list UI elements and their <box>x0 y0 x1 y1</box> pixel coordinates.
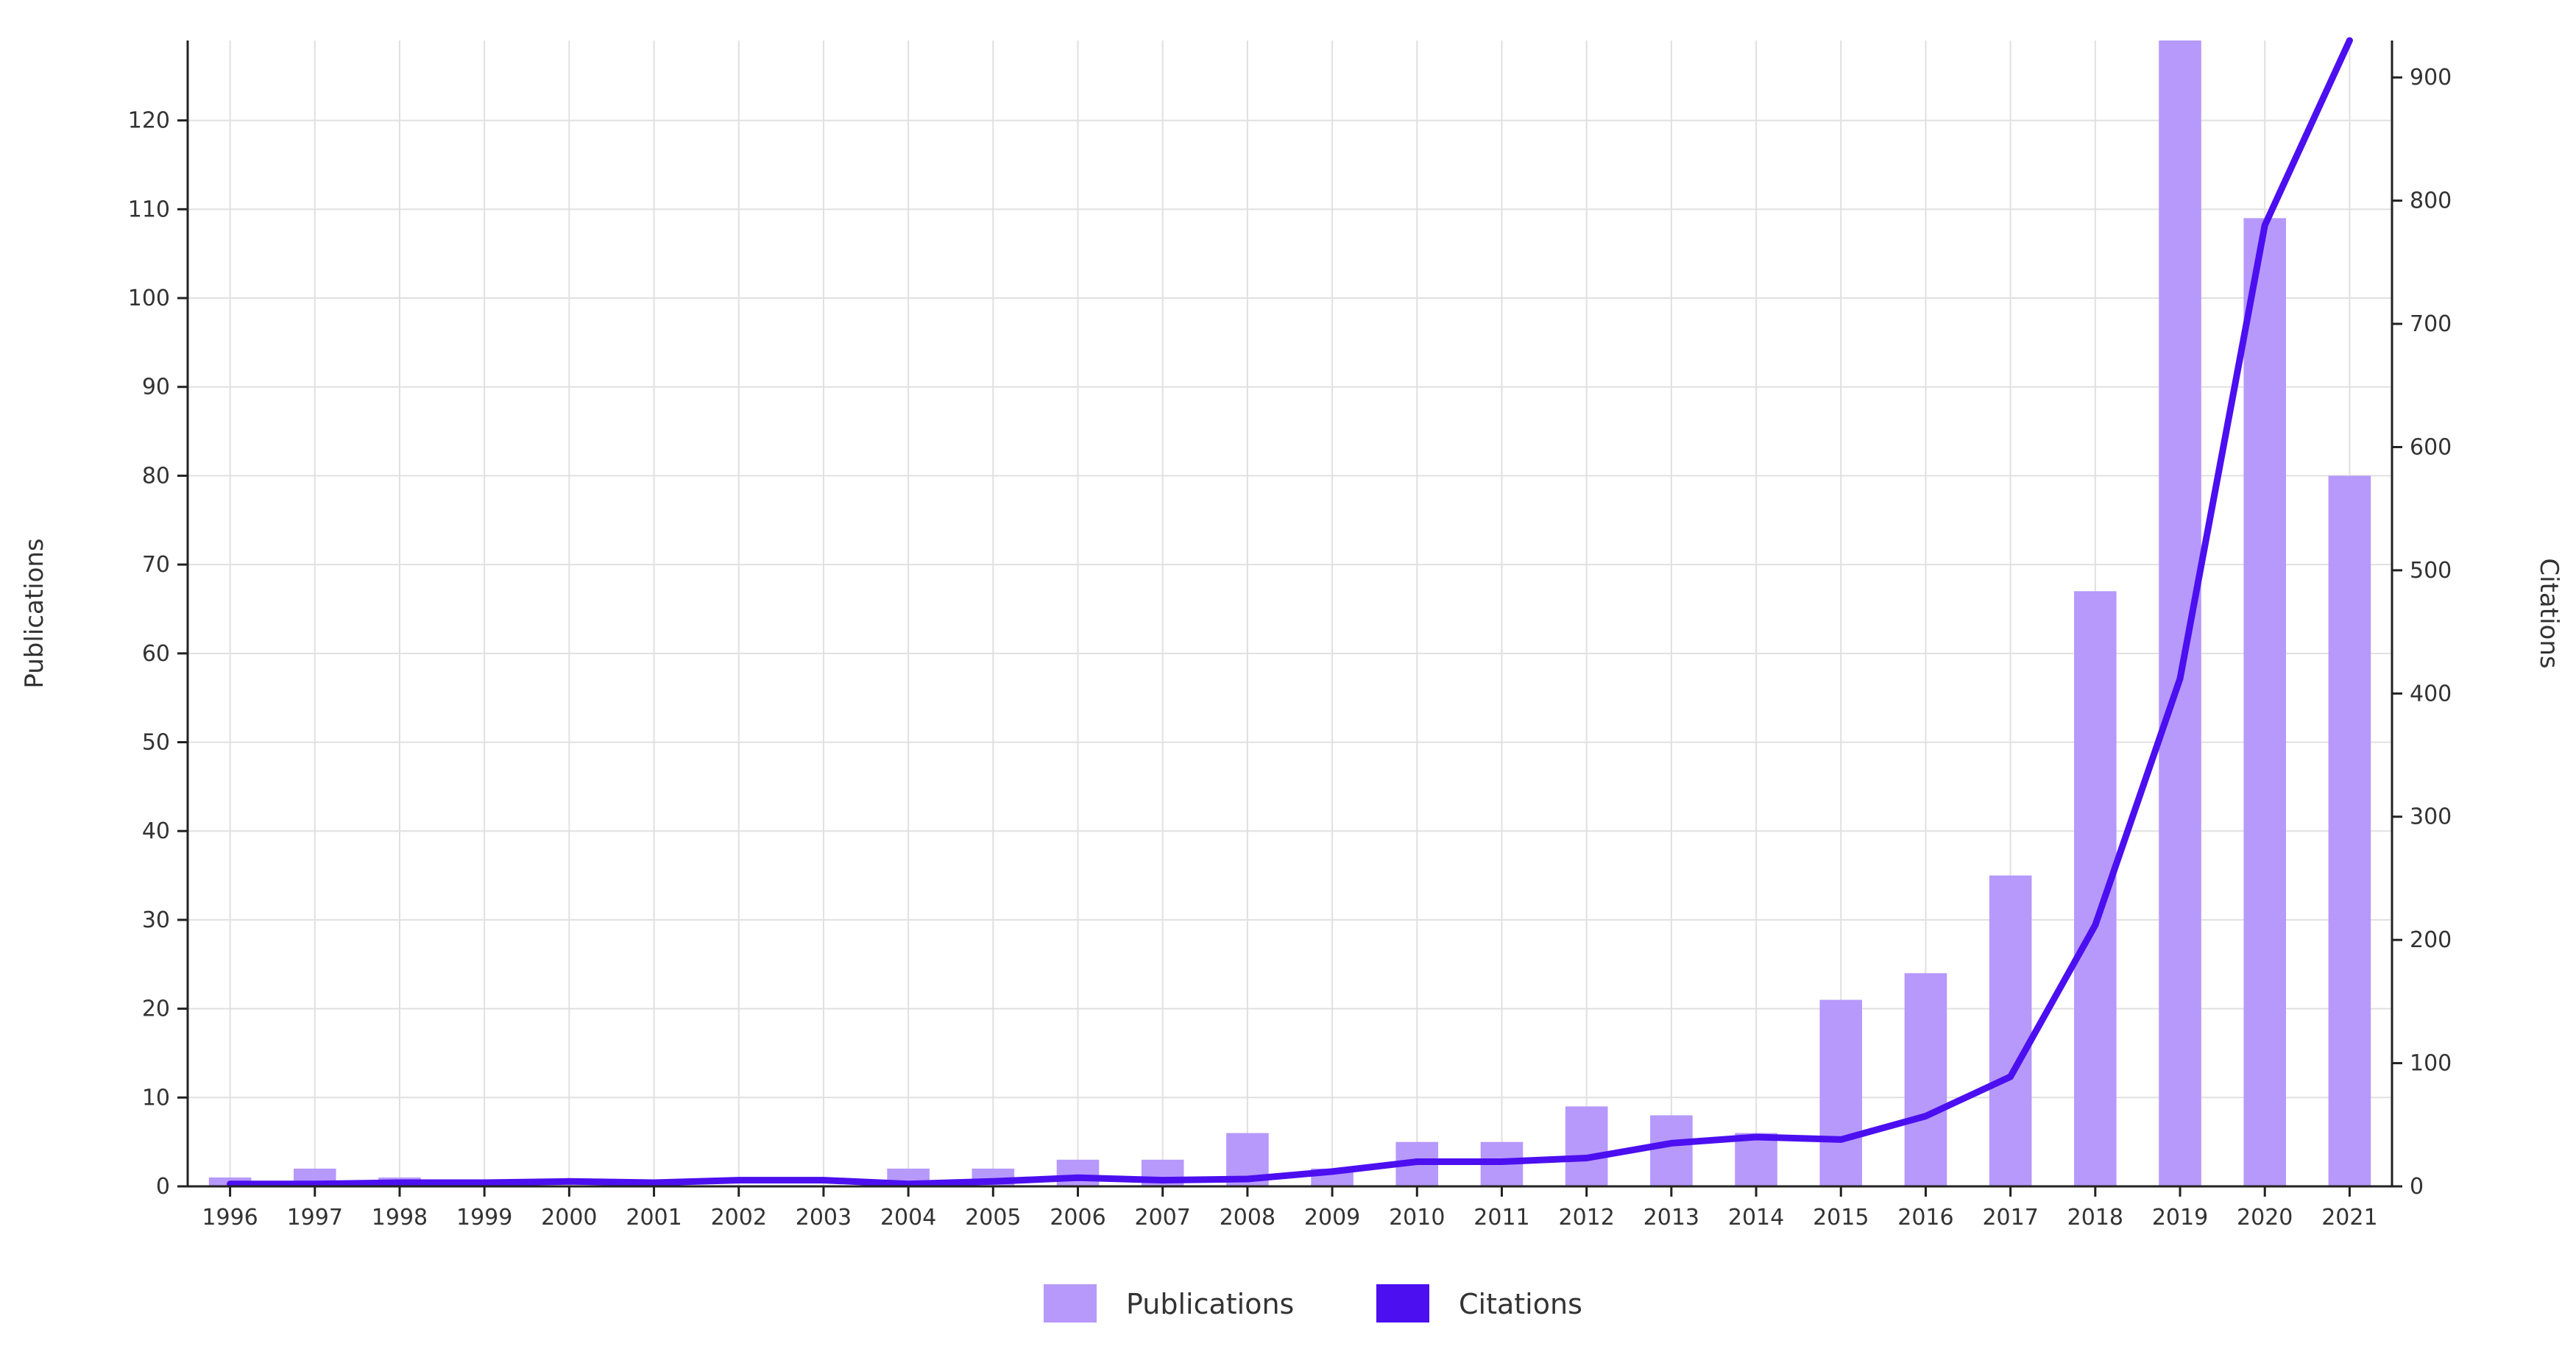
y-left-tick-30: 30 <box>142 907 170 933</box>
y-right-tick-800: 800 <box>2410 188 2452 214</box>
bar-2021 <box>2328 475 2371 1186</box>
bar-2006 <box>1056 1159 1100 1186</box>
x-tick-2010: 2010 <box>1389 1205 1445 1231</box>
x-tick-2013: 2013 <box>1643 1205 1699 1231</box>
x-tick-2016: 2016 <box>1897 1205 1953 1231</box>
x-tick-2009: 2009 <box>1304 1205 1360 1231</box>
y-left-tick-50: 50 <box>142 730 170 756</box>
x-tick-2012: 2012 <box>1558 1205 1614 1231</box>
x-tick-1996: 1996 <box>202 1205 258 1231</box>
bar-2015 <box>1819 999 1863 1186</box>
y-axis-left-title: Publications <box>20 538 49 688</box>
bar-2013 <box>1650 1115 1693 1186</box>
x-tick-1997: 1997 <box>287 1205 343 1231</box>
bar-2012 <box>1565 1106 1608 1186</box>
x-tick-2008: 2008 <box>1220 1205 1275 1231</box>
y-left-tick-20: 20 <box>142 996 170 1022</box>
y-right-tick-300: 300 <box>2410 804 2452 830</box>
x-tick-2006: 2006 <box>1050 1205 1105 1231</box>
x-tick-2005: 2005 <box>965 1205 1021 1231</box>
x-tick-2019: 2019 <box>2152 1205 2208 1231</box>
y-left-tick-100: 100 <box>128 286 170 311</box>
y-right-tick-900: 900 <box>2410 65 2452 91</box>
y-right-tick-200: 200 <box>2410 927 2452 953</box>
publications-bars <box>208 40 2371 1186</box>
x-tick-1999: 1999 <box>456 1205 512 1231</box>
legend-swatch-citations <box>1376 1284 1429 1323</box>
y-right-tick-400: 400 <box>2410 681 2452 707</box>
y-right-tick-100: 100 <box>2410 1051 2452 1077</box>
y-right-tick-500: 500 <box>2410 558 2452 584</box>
bar-2017 <box>1989 875 2032 1186</box>
x-tick-2020: 2020 <box>2237 1205 2293 1231</box>
y-left-tick-70: 70 <box>142 552 170 578</box>
x-tick-2018: 2018 <box>2067 1205 2123 1231</box>
y-left-tick-10: 10 <box>142 1085 170 1111</box>
y-left-tick-60: 60 <box>142 641 170 667</box>
bar-2020 <box>2243 218 2287 1186</box>
legend-label-citations: Citations <box>1459 1288 1582 1320</box>
y-left-tick-90: 90 <box>142 375 170 400</box>
x-tick-2021: 2021 <box>2321 1205 2377 1231</box>
y-axis-right-title: Citations <box>2534 558 2563 668</box>
bar-2016 <box>1904 973 1947 1186</box>
legend-label-publications: Publications <box>1126 1288 1294 1320</box>
x-tick-2002: 2002 <box>711 1205 767 1231</box>
grid <box>188 40 2392 1187</box>
x-tick-2001: 2001 <box>626 1205 682 1231</box>
x-tick-2014: 2014 <box>1728 1205 1784 1231</box>
x-tick-2003: 2003 <box>796 1205 852 1231</box>
x-tick-2015: 2015 <box>1813 1205 1869 1231</box>
y-right-tick-700: 700 <box>2410 311 2452 337</box>
x-tick-2007: 2007 <box>1135 1205 1191 1231</box>
y-right-tick-0: 0 <box>2410 1174 2424 1200</box>
x-tick-2004: 2004 <box>880 1205 936 1231</box>
legend: Publications Citations <box>1044 1284 1582 1323</box>
x-tick-1998: 1998 <box>372 1205 428 1231</box>
tick-labels: 0 10 20 30 40 50 60 70 80 90 100 110 120 0 100 200 300 40… <box>128 65 2452 1231</box>
citations-line <box>227 37 2353 1188</box>
legend-swatch-publications <box>1044 1284 1097 1323</box>
x-tick-2011: 2011 <box>1473 1205 1529 1231</box>
citations-line-layer <box>227 37 2353 1188</box>
y-left-tick-40: 40 <box>142 818 170 844</box>
x-tick-2000: 2000 <box>541 1205 597 1231</box>
y-right-tick-600: 600 <box>2410 434 2452 460</box>
x-tick-2017: 2017 <box>1982 1205 2038 1231</box>
bar-2014 <box>1735 1133 1777 1186</box>
y-left-tick-80: 80 <box>142 463 170 489</box>
y-left-tick-0: 0 <box>156 1174 170 1200</box>
y-left-tick-120: 120 <box>128 108 170 134</box>
axes <box>177 40 2402 1197</box>
y-left-tick-110: 110 <box>128 196 170 222</box>
